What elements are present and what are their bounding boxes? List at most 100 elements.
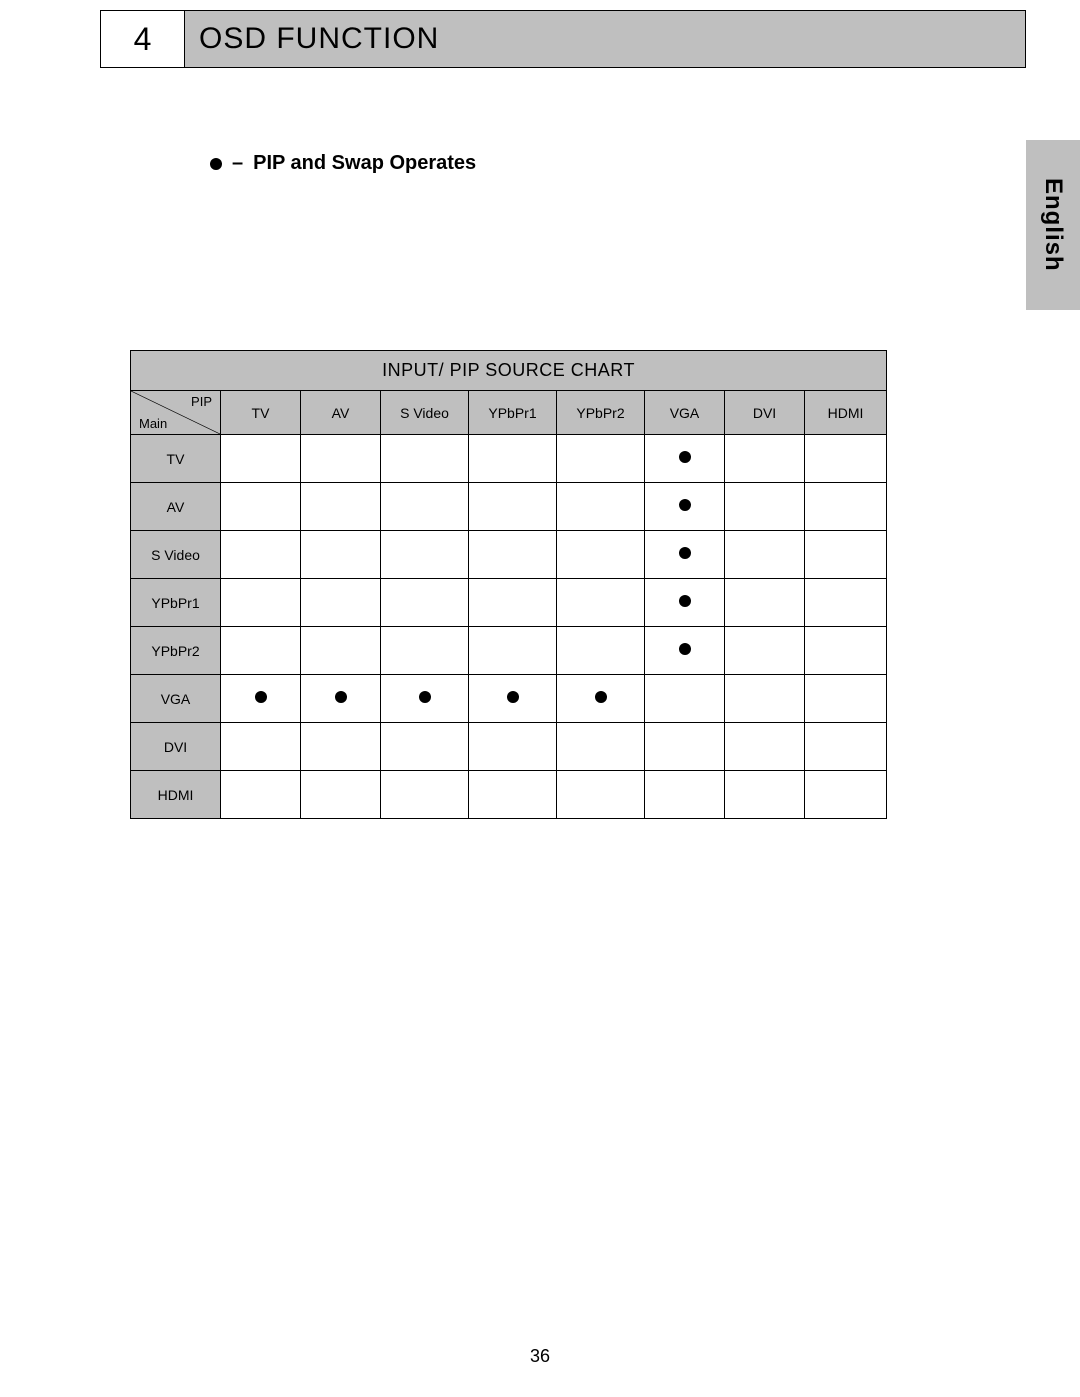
chapter-title: OSD FUNCTION: [185, 11, 1025, 67]
chart-cell: [221, 723, 301, 771]
chart-cell: [221, 627, 301, 675]
row-header: S Video: [131, 531, 221, 579]
dot-icon: [679, 451, 691, 463]
chart-cell: [805, 627, 887, 675]
chart-cell: [221, 675, 301, 723]
chart-cell: [301, 627, 381, 675]
bullet-icon: [210, 158, 222, 170]
dot-icon: [255, 691, 267, 703]
pip-source-table: INPUT/ PIP SOURCE CHART PIP Main TVAVS V…: [130, 350, 887, 819]
chart-cell: [301, 435, 381, 483]
subheading-text: PIP and Swap Operates: [253, 152, 476, 175]
row-header: VGA: [131, 675, 221, 723]
row-header: AV: [131, 483, 221, 531]
chart-cell: [381, 531, 469, 579]
dot-icon: [507, 691, 519, 703]
chart-cell: [381, 483, 469, 531]
chart-cell: [469, 771, 557, 819]
chart-cell: [805, 483, 887, 531]
chart-cell: [469, 531, 557, 579]
dot-icon: [679, 499, 691, 511]
column-header: TV: [221, 391, 301, 435]
language-label: English: [1039, 178, 1067, 272]
language-tab: English: [1026, 140, 1080, 310]
column-header: VGA: [645, 391, 725, 435]
chart-cell: [469, 435, 557, 483]
section-subheading: – PIP and Swap Operates: [210, 152, 476, 175]
chart-cell: [381, 435, 469, 483]
row-header: DVI: [131, 723, 221, 771]
dash: –: [232, 152, 243, 175]
chart-cell: [645, 435, 725, 483]
chart-cell: [221, 435, 301, 483]
chart-cell: [221, 771, 301, 819]
chart-cell: [301, 723, 381, 771]
chart-cell: [805, 531, 887, 579]
dot-icon: [679, 643, 691, 655]
chart-cell: [725, 627, 805, 675]
chart-cell: [381, 771, 469, 819]
chart-cell: [805, 723, 887, 771]
chart-cell: [301, 579, 381, 627]
chart-cell: [381, 627, 469, 675]
chart-cell: [645, 483, 725, 531]
chart-cell: [557, 579, 645, 627]
chart-cell: [469, 675, 557, 723]
chart-cell: [725, 435, 805, 483]
row-header: TV: [131, 435, 221, 483]
pip-source-chart: INPUT/ PIP SOURCE CHART PIP Main TVAVS V…: [130, 350, 886, 819]
page-number: 36: [0, 1346, 1080, 1367]
chart-cell: [645, 627, 725, 675]
corner-bottom-label: Main: [139, 416, 167, 431]
chart-cell: [557, 723, 645, 771]
chart-cell: [301, 675, 381, 723]
chart-cell: [301, 771, 381, 819]
column-header: HDMI: [805, 391, 887, 435]
chart-cell: [221, 579, 301, 627]
dot-icon: [679, 547, 691, 559]
chart-cell: [805, 771, 887, 819]
corner-top-label: PIP: [191, 394, 212, 409]
chart-cell: [469, 579, 557, 627]
chart-cell: [725, 771, 805, 819]
column-header: DVI: [725, 391, 805, 435]
chart-cell: [469, 483, 557, 531]
chart-cell: [557, 771, 645, 819]
column-header: S Video: [381, 391, 469, 435]
dot-icon: [419, 691, 431, 703]
chart-cell: [221, 483, 301, 531]
chart-cell: [725, 723, 805, 771]
chapter-header: 4 OSD FUNCTION: [100, 10, 1026, 68]
chart-cell: [469, 723, 557, 771]
column-header: YPbPr1: [469, 391, 557, 435]
chart-cell: [645, 723, 725, 771]
corner-cell: PIP Main: [131, 391, 221, 435]
dot-icon: [595, 691, 607, 703]
chart-cell: [557, 675, 645, 723]
chart-cell: [645, 771, 725, 819]
chart-cell: [805, 675, 887, 723]
chart-cell: [301, 531, 381, 579]
chart-cell: [221, 531, 301, 579]
chart-cell: [725, 483, 805, 531]
dot-icon: [335, 691, 347, 703]
chart-cell: [557, 435, 645, 483]
chart-cell: [805, 435, 887, 483]
chart-cell: [557, 531, 645, 579]
row-header: HDMI: [131, 771, 221, 819]
chart-cell: [469, 627, 557, 675]
chart-cell: [645, 579, 725, 627]
chapter-number: 4: [101, 11, 185, 67]
chart-cell: [645, 531, 725, 579]
chart-cell: [805, 579, 887, 627]
chart-cell: [725, 579, 805, 627]
dot-icon: [679, 595, 691, 607]
row-header: YPbPr1: [131, 579, 221, 627]
chart-cell: [381, 723, 469, 771]
chart-cell: [381, 579, 469, 627]
chart-cell: [301, 483, 381, 531]
row-header: YPbPr2: [131, 627, 221, 675]
chart-title: INPUT/ PIP SOURCE CHART: [131, 351, 887, 391]
chart-cell: [557, 483, 645, 531]
column-header: AV: [301, 391, 381, 435]
